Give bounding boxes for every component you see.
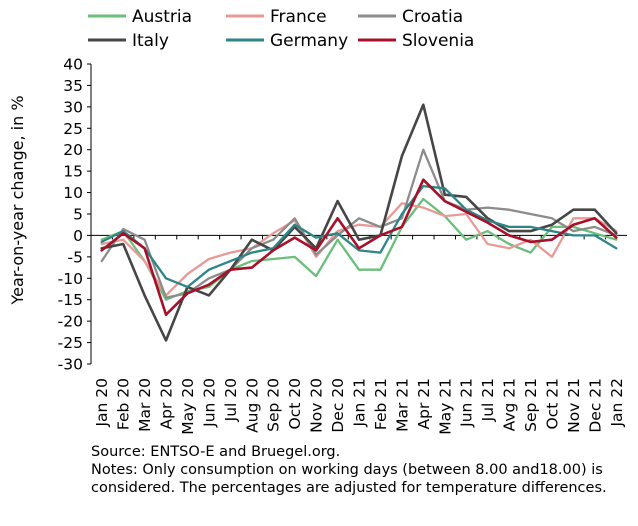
y-tick-label: 30 — [63, 98, 83, 116]
x-tick-label: Dec 20 — [329, 378, 347, 433]
legend-label-germany: Germany — [270, 31, 348, 51]
legend-label-italy: Italy — [132, 31, 169, 51]
source-text: Source: ENTSO-E and Bruegel.org. — [91, 444, 341, 460]
x-tick-label: Oct 20 — [286, 378, 304, 429]
series-lines — [100, 103, 618, 342]
x-tick-label: Feb 21 — [372, 378, 390, 430]
x-tick-label: Jun 21 — [458, 378, 476, 428]
x-axis-ticks: Jan 20 Feb 20 Mar 20 Apr 20 May 20 Jun 20 Jul … — [90, 235, 626, 435]
x-tick-label: Jul 20 — [222, 378, 240, 422]
y-tick-label: -5 — [68, 248, 83, 266]
notes-text: Notes: Only consumption on working days … — [91, 462, 607, 496]
series-line-italy — [100, 103, 618, 342]
x-tick-label: Sep 21 — [522, 378, 540, 432]
x-tick-label: Jul 21 — [479, 378, 497, 422]
x-tick-label: Jan 20 — [93, 378, 111, 428]
x-tick-label: Jan 21 — [351, 378, 369, 428]
y-tick-label: -15 — [58, 291, 83, 309]
x-tick-label: Dec 21 — [586, 378, 604, 433]
x-tick-label: Jun 20 — [200, 378, 218, 428]
y-tick-label: 25 — [63, 120, 83, 138]
x-tick-label: Nov 20 — [308, 378, 326, 433]
y-tick-label: 0 — [73, 227, 83, 245]
y-tick-label: 5 — [73, 206, 83, 224]
y-tick-label: 35 — [63, 77, 83, 95]
series-line-slovenia — [100, 178, 618, 317]
legend-label-slovenia: Slovenia — [402, 31, 474, 51]
y-tick-label: 15 — [63, 163, 83, 181]
y-tick-label: -25 — [58, 334, 83, 352]
y-tick-label: -20 — [58, 313, 83, 331]
x-tick-label: Oct 21 — [543, 378, 561, 429]
y-tick-label: -10 — [58, 270, 83, 288]
series-line-france — [100, 202, 618, 297]
x-tick-label: Apr 20 — [158, 378, 176, 429]
x-tick-label: Mar 20 — [136, 378, 154, 432]
y-tick-label: 40 — [63, 56, 83, 74]
x-tick-label: Feb 20 — [115, 378, 133, 430]
legend-label-austria: Austria — [132, 7, 192, 27]
series-line-austria — [100, 197, 618, 301]
x-tick-label: May 20 — [179, 378, 197, 435]
y-tick-label: -30 — [58, 356, 83, 374]
legend: Austria France Croatia Italy Germany Slovenia — [88, 7, 474, 51]
x-tick-label: Apr 21 — [415, 378, 433, 429]
y-axis-ticks: 40 35 30 25 20 15 10 5 0 -5 -10 -15 -20 -25 -30 — [58, 56, 91, 374]
line-chart: Austria France Croatia Italy Germany Slovenia… — [8, 7, 627, 435]
series-line-germany — [100, 184, 618, 289]
legend-label-france: France — [270, 7, 327, 27]
x-tick-label: Sep 20 — [265, 378, 283, 432]
x-tick-label: Avg 21 — [501, 378, 519, 431]
y-tick-label: 10 — [63, 184, 83, 202]
y-tick-label: 20 — [63, 141, 83, 159]
x-tick-label: Nov 21 — [565, 378, 583, 433]
x-tick-label: Aug 20 — [243, 378, 261, 433]
x-tick-label: Jan 22 — [608, 378, 626, 428]
legend-label-croatia: Croatia — [402, 7, 463, 27]
x-tick-label: May 21 — [436, 378, 454, 435]
chart-notes: Source: ENTSO-E and Bruegel.org. Notes: … — [91, 443, 636, 497]
x-tick-label: Mar 21 — [393, 378, 411, 432]
y-axis-label: Year-on-year change, in % — [8, 95, 27, 305]
